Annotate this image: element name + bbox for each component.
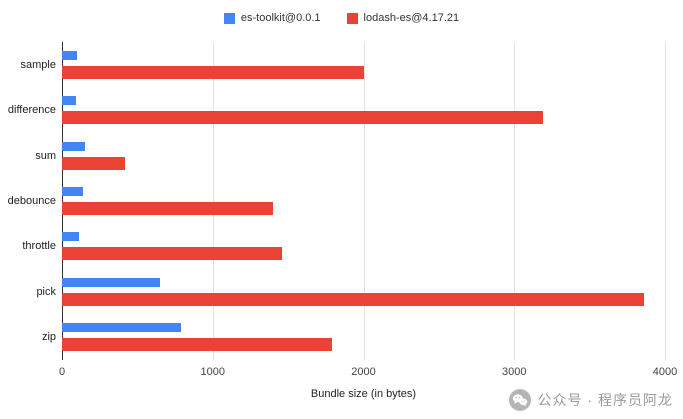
legend-label-lodash-es: lodash-es@4.17.21 [363, 12, 460, 24]
watermark-text: 公众号 · 程序员阿龙 [537, 392, 673, 408]
bar-es-toolkit-difference [62, 96, 76, 106]
bar-group-debounce: debounce [8, 178, 665, 223]
gridline-1000 [212, 42, 214, 360]
bar-group-difference: difference [8, 87, 665, 132]
x-tick-label-4000: 4000 [652, 366, 678, 378]
legend-item-lodash-es: lodash-es@4.17.21 [346, 12, 460, 24]
category-label-throttle: throttle [22, 240, 56, 253]
bar-es-toolkit-debounce [62, 186, 84, 196]
bar-es-toolkit-throttle [62, 232, 79, 242]
x-tick-label-1000: 1000 [200, 366, 225, 378]
bar-rows: sample difference sum debounce throttle pick z… [8, 42, 665, 360]
bar-es-toolkit-sample [62, 50, 78, 60]
bar-group-sum: sum [35, 133, 665, 178]
category-label-difference: difference [7, 104, 56, 117]
bar-lodash-es-sum [62, 156, 126, 170]
category-label-debounce: debounce [7, 194, 56, 207]
bar-lodash-es-sample [62, 65, 364, 79]
x-axis-ticks: 0 1000 2000 3000 4000 [58, 366, 677, 380]
gridline-2000 [363, 42, 365, 360]
bar-lodash-es-zip [62, 338, 332, 352]
bar-group-sample: sample [21, 42, 665, 87]
legend-swatch-es-toolkit [223, 12, 235, 24]
x-axis-title: Bundle size (in bytes) [310, 388, 417, 400]
category-label-pick: pick [36, 285, 56, 298]
gridline-3000 [514, 42, 516, 360]
bar-group-pick: pick [36, 269, 665, 314]
category-label-sample: sample [20, 58, 56, 71]
x-tick-label-3000: 3000 [502, 366, 527, 378]
bar-es-toolkit-pick [62, 277, 160, 287]
bar-lodash-es-throttle [62, 247, 283, 261]
legend-swatch-lodash-es [346, 12, 358, 24]
bar-lodash-es-pick [62, 292, 644, 306]
bar-es-toolkit-sum [62, 141, 85, 151]
watermark: 公众号 · 程序员阿龙 [502, 389, 673, 411]
x-tick-label-2000: 2000 [351, 366, 376, 378]
category-label-sum: sum [35, 149, 56, 162]
bar-group-throttle: throttle [22, 224, 665, 269]
plot-area: sample difference sum debounce throttle pick z… [8, 42, 666, 360]
bar-es-toolkit-zip [62, 323, 182, 333]
chart-legend: es-toolkit@0.0.1 lodash-es@4.17.21 [0, 12, 683, 24]
gridline-4000 [665, 42, 666, 360]
bar-group-zip: zip [42, 315, 665, 360]
bar-lodash-es-debounce [62, 201, 274, 215]
legend-item-es-toolkit: es-toolkit@0.0.1 [223, 12, 321, 24]
bar-lodash-es-difference [62, 111, 543, 125]
x-tick-label-0: 0 [58, 366, 66, 378]
category-label-zip: zip [41, 331, 56, 344]
wechat-icon [508, 389, 531, 411]
y-axis-line [62, 42, 63, 360]
legend-label-es-toolkit: es-toolkit@0.0.1 [240, 12, 321, 24]
